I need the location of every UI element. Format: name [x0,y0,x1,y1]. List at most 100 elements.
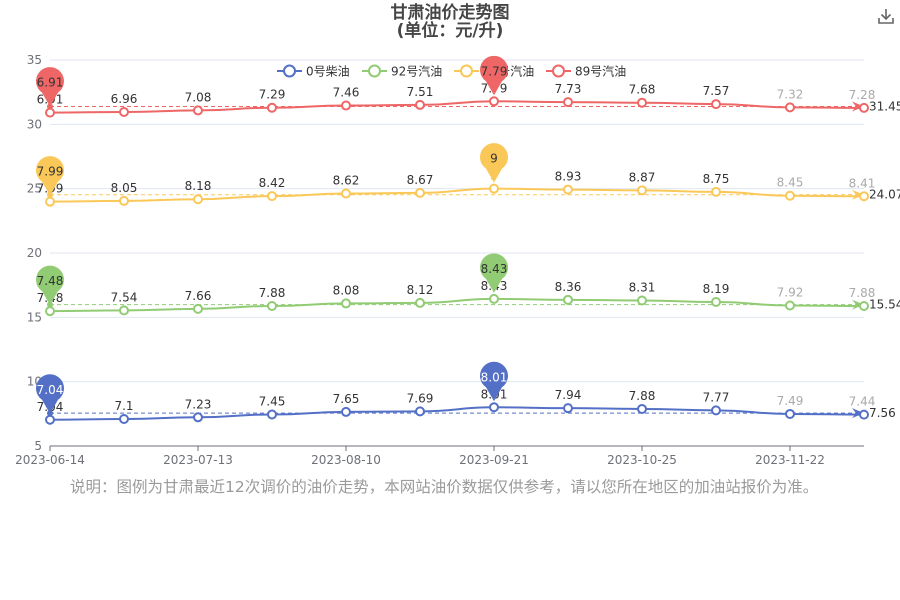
data-label: 7.49 [777,394,804,408]
data-label: 8.36 [555,280,582,294]
x-tick-label: 2023-06-14 [15,453,85,467]
data-point [193,412,203,423]
data-point [859,102,869,113]
data-point [119,195,129,206]
x-tick-label: 2023-07-13 [163,453,233,467]
data-point [341,188,351,199]
y-tick-label: 15 [27,310,42,324]
data-label: 7.94 [555,388,582,402]
data-label: 8.41 [849,176,876,190]
data-label: 8.67 [407,173,434,187]
data-point [785,300,795,311]
legend-item-0: 0号柴油 [277,64,350,79]
y-tick-label: 35 [27,53,42,67]
data-label: 8.75 [703,172,730,186]
data-point [119,413,129,424]
data-label: 8.18 [185,179,212,193]
data-point [711,99,721,110]
min-pin-shape [36,67,65,107]
data-label: 7.51 [407,85,434,99]
average-label: 7.56 [869,406,896,420]
chart-title: 甘肃油价走势图 (单位：元/升) [0,4,900,40]
data-label: 7.65 [333,392,360,406]
data-point [711,405,721,416]
series-1: 15.54 7.48 7.54 7.66 7.88 8.08 8.12 8.43 8.36 8.3… [36,253,900,317]
data-point [267,409,277,420]
series-line [49,297,865,313]
max-pin-label: 7.79 [481,64,508,78]
data-point [563,403,573,414]
data-point [415,297,425,308]
series-line [49,187,865,203]
data-point [45,196,55,207]
data-point [637,403,647,414]
series-3: 31.45 6.91 6.96 7.08 7.29 7.46 7.51 7.79 7.73 7.6… [36,55,900,118]
data-point [859,301,869,312]
data-point [711,186,721,197]
min-pin: 6.91 [36,67,65,107]
legend-item-1: 92号汽油 [362,64,442,79]
data-point [489,402,499,413]
min-pin-label: 7.99 [37,165,64,179]
legend-marker [368,64,381,78]
max-pin-shape [480,253,508,293]
data-point [45,306,55,317]
max-pin: 8.01 [480,361,508,402]
data-label: 7.88 [629,389,656,403]
data-point [415,187,425,198]
data-label: 8.87 [629,170,656,184]
data-point [119,305,129,316]
x-tick-label: 2023-08-10 [311,453,381,467]
legend-marker [460,64,473,78]
data-label: 7.66 [185,289,212,303]
data-point [193,194,203,205]
data-point [563,294,573,305]
data-point [637,185,647,196]
average-label: 31.45 [869,100,900,114]
data-point [267,102,277,113]
data-label: 7.08 [185,90,212,104]
data-label: 7.45 [259,394,286,408]
data-label: 6.96 [111,92,138,106]
min-pin-label: 7.48 [37,274,64,288]
data-point [563,184,573,195]
data-point [489,96,499,107]
data-label: 8.05 [111,181,138,195]
min-pin: 7.04 [36,374,65,414]
data-point [415,406,425,417]
legend-label: 0号柴油 [306,65,350,79]
y-tick-label: 5 [34,439,42,453]
legend-label: 92号汽油 [391,64,442,79]
data-label: 8.12 [407,283,434,297]
data-label: 8.62 [333,174,360,188]
max-pin-shape [480,55,508,96]
average-arrow [852,189,864,200]
download-icon [878,9,894,24]
data-label: 7.23 [185,397,212,411]
data-label: 7.73 [555,82,582,96]
min-pin: 7.99 [36,156,65,196]
download-button[interactable] [876,6,896,26]
data-label: 8.45 [777,176,804,190]
data-point [785,102,795,113]
max-pin: 7.79 [480,55,508,96]
data-point [859,191,869,202]
average-arrow [852,101,864,112]
data-label: 7.29 [259,88,286,102]
data-label: 7.88 [849,286,876,300]
y-tick-label: 20 [27,246,42,260]
data-point [341,406,351,417]
data-label: 8.93 [555,170,582,184]
min-pin-label: 6.91 [37,76,64,90]
data-label: 8.42 [259,176,286,190]
data-point [489,183,499,194]
data-label: 7.77 [703,390,730,404]
series-line [49,100,865,114]
max-pin-label: 8.43 [481,262,508,276]
y-tick-label: 30 [27,117,42,131]
data-point [489,293,499,304]
data-label: 7.1 [114,399,133,413]
data-point [45,414,55,425]
data-point [45,107,55,118]
average-label: 24.07 [869,188,900,202]
